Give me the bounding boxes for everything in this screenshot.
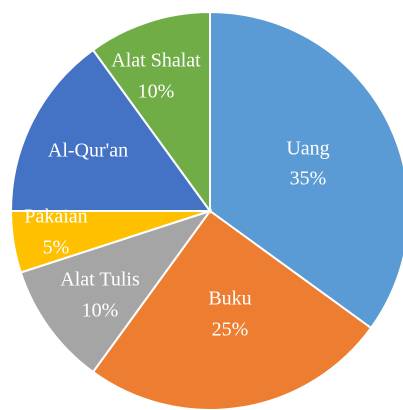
slice-label: Uang (286, 138, 329, 160)
slice-label: Alat Shalat (111, 50, 201, 72)
slice-label: Al-Qur'an (48, 140, 128, 162)
slice-value-label: 10% (138, 81, 175, 103)
slice-label: Buku (208, 288, 251, 310)
pie-slice (19, 209, 213, 374)
slice-value-label: 25% (212, 319, 249, 341)
pie-slice (91, 10, 211, 215)
slice-label: Pakaian (24, 206, 87, 228)
slice-value-label: 10% (82, 300, 119, 322)
slice-value-label: 5% (43, 237, 70, 259)
slice-label: Alat Tulis (60, 269, 140, 291)
pie-slice (209, 10, 403, 330)
pie-slice (9, 48, 212, 212)
slice-value-label: 35% (290, 168, 327, 190)
pie-slice (91, 209, 373, 410)
